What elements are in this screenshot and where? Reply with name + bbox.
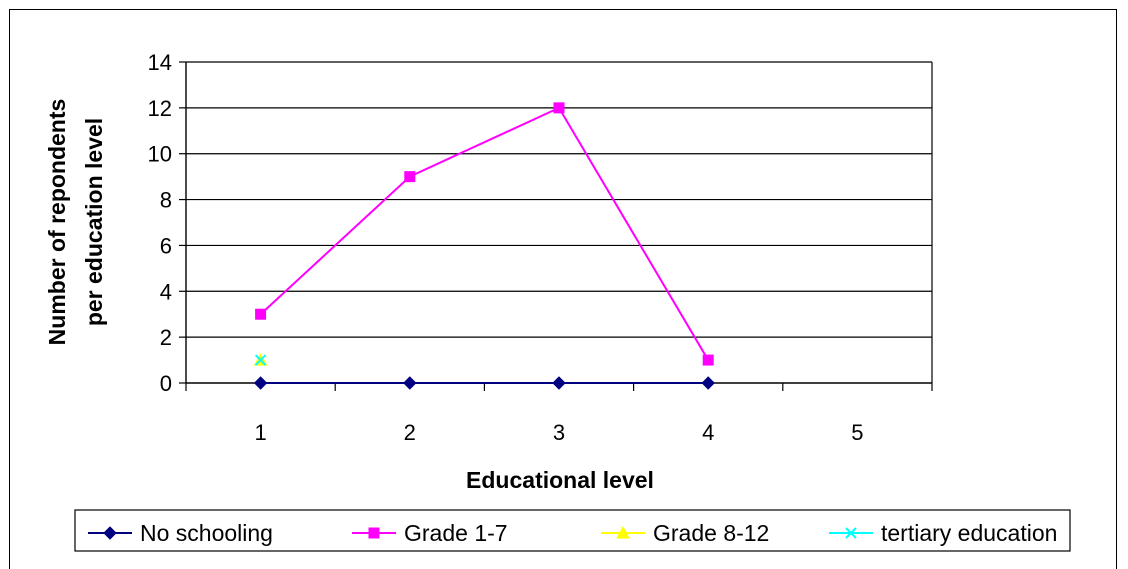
chart-frame [9,9,1117,569]
point-grade-1-7 [404,171,416,183]
x-tick-label: 2 [404,420,416,445]
x-tick-label: 5 [851,420,863,445]
legend-marker-no-schooling [103,526,117,540]
legend-label-no-schooling: No schooling [140,520,273,546]
point-no-schooling [701,376,715,390]
point-tertiary-education-stroke-b [254,354,267,366]
legend-item-tertiary-education: tertiary education [829,520,1057,546]
y-tick-label: 10 [148,142,172,167]
y-tick-label: 2 [160,325,172,350]
legend-marker-tertiary-education [845,527,857,539]
y-tick-label: 4 [160,279,172,304]
point-no-schooling [552,376,566,390]
legend: No schooling Grade 1-7 Grade 8-12 tertiary … [74,509,1071,552]
y-axis-title-line-1: Number of repondents [44,99,70,346]
point-grade-1-7 [553,102,565,114]
legend-marker-tertiary-education-stroke-b [845,527,857,539]
legend-item-no-schooling: No schooling [88,520,273,546]
legend-item-grade-8-12: Grade 8-12 [601,520,769,546]
legend-item-grade-1-7: Grade 1-7 [352,520,508,546]
y-axis-title-line-2: per education level [81,118,107,326]
point-tertiary-education [254,354,267,366]
x-tick-label: 4 [702,420,714,445]
point-no-schooling [403,376,417,390]
y-tick-label: 14 [148,50,172,75]
legend-label-tertiary-education: tertiary education [881,520,1057,546]
legend-marker-grade-1-7 [368,527,380,539]
legend-label-grade-8-12: Grade 8-12 [653,520,769,546]
x-axis-title: Educational level [466,467,654,493]
point-grade-1-7 [255,308,267,320]
y-tick-label: 6 [160,233,172,258]
x-tick-label: 1 [254,420,266,445]
legend-box [74,509,1071,552]
series-line-grade-1-7 [259,106,710,361]
point-grade-1-7 [702,354,714,366]
x-tick-label: 3 [553,420,565,445]
y-tick-label: 12 [148,96,172,121]
y-tick-label: 8 [160,188,172,213]
legend-marker-grade-8-12 [616,525,630,539]
series [253,102,715,390]
gridlines [186,61,932,338]
point-no-schooling [253,376,268,390]
legend-label-grade-1-7: Grade 1-7 [404,520,508,546]
y-tick-label: 0 [160,371,172,396]
